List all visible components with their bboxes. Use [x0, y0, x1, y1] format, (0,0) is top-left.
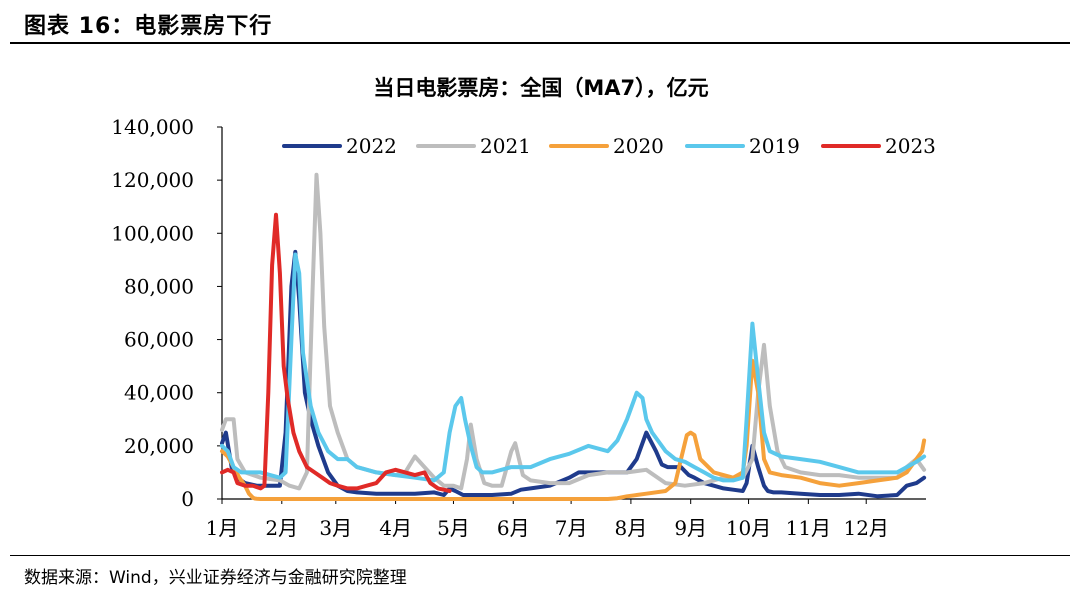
legend-label-2021: 2021 [480, 134, 531, 158]
y-tick-label: 40,000 [124, 381, 194, 405]
x-tick-label: 12月 [843, 516, 888, 540]
series-group [220, 172, 927, 501]
series-line-2023 [220, 212, 452, 493]
bottom-rule [10, 555, 1070, 556]
x-tick-label: 4月 [379, 516, 412, 540]
y-tick-label: 60,000 [124, 328, 194, 352]
legend: 2022 2021 2020 2019 2023 [282, 134, 936, 158]
y-tick-label: 80,000 [124, 274, 194, 298]
figure-title: 图表 16：电影票房下行 [24, 14, 273, 39]
legend-label-2019: 2019 [749, 134, 800, 158]
x-tick-label: 2月 [265, 516, 298, 540]
chart-title: 当日电影票房：全国（MA7），亿元 [373, 76, 708, 100]
y-tick-label: 20,000 [124, 434, 194, 458]
legend-label-2023: 2023 [885, 134, 936, 158]
y-tick-label: 100,000 [111, 221, 194, 245]
x-tick-label: 5月 [437, 516, 470, 540]
x-tick-label: 10月 [726, 516, 771, 540]
series-line-2020 [220, 358, 927, 501]
y-tick-label: 0 [181, 487, 194, 511]
y-tick-label: 140,000 [111, 115, 194, 139]
y-tick-label: 120,000 [111, 168, 194, 192]
x-tick-label: 6月 [497, 516, 530, 540]
x-tick-label: 7月 [555, 516, 588, 540]
x-tick-label: 11月 [786, 516, 831, 540]
top-rule [10, 42, 1070, 44]
x-tick-label: 1月 [206, 516, 239, 540]
x-tick-label: 3月 [319, 516, 352, 540]
series-line-2019 [220, 252, 927, 483]
series-line-2021 [220, 172, 927, 491]
source-note: 数据来源：Wind，兴业证券经济与金融研究院整理 [24, 568, 407, 588]
legend-label-2022: 2022 [346, 134, 397, 158]
legend-label-2020: 2020 [613, 134, 664, 158]
x-tick-label: 8月 [615, 516, 648, 540]
axes: 0 20,000 40,000 60,000 80,000 100,000 120,000 1… [111, 115, 926, 540]
x-tick-label: 9月 [674, 516, 707, 540]
